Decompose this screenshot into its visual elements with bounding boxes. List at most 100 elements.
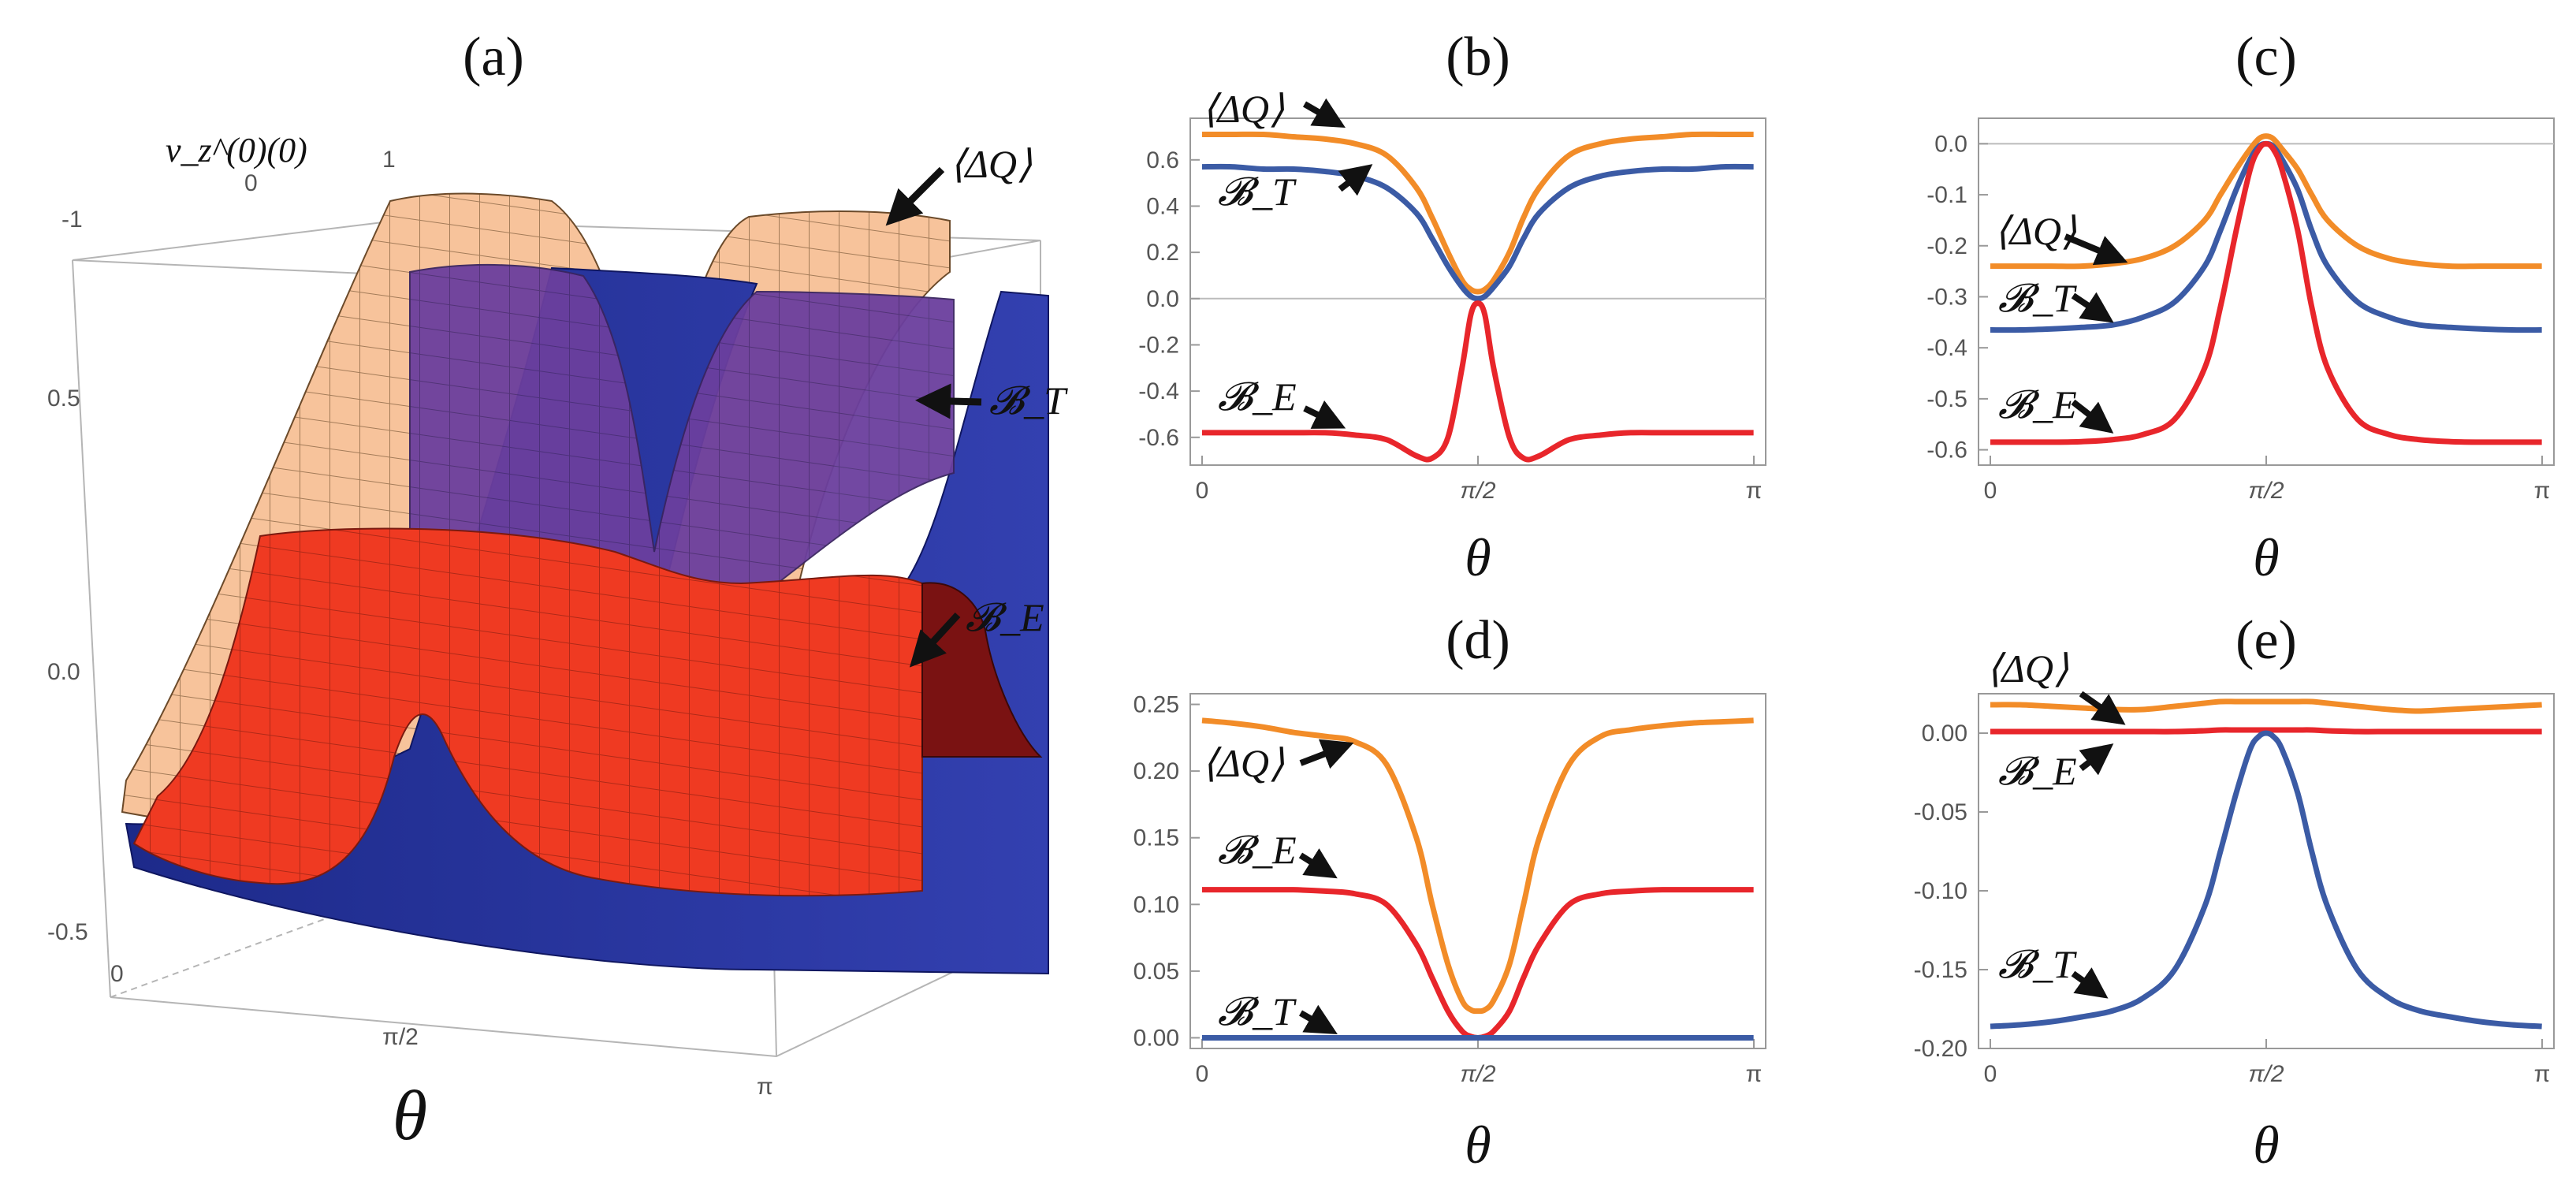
panel-e-annotation: 𝓑_T — [1998, 942, 2077, 986]
panel-e-annotation-arrow — [2079, 691, 2126, 725]
panel-e-ytick-label: -0.15 — [1914, 957, 1967, 983]
panel-c-annotation: ⟨ΔQ⟩ — [1994, 209, 2076, 253]
panel-e-xlabel: θ — [2253, 1115, 2279, 1175]
panel-a-depth-tick-1: -1 — [61, 207, 83, 233]
panel-e-title: (e) — [2235, 610, 2297, 671]
panel-c-xtick-label: π — [2534, 478, 2551, 504]
panel-e-xtick-label: π/2 — [2248, 1061, 2284, 1087]
panel-a-annot-be: 𝓑_E — [966, 595, 1044, 639]
panel-b: (b) -0.6 -0.4 -0.2 0.0 0.2 0.4 0.6 0 π/2 π θ ⟨ΔQ⟩ 𝓑_T… — [1138, 27, 1766, 587]
panel-b-xtick-label: π/2 — [1460, 478, 1495, 504]
panel-a-x-tick-3: π — [757, 1074, 773, 1100]
panel-e-annotation: ⟨ΔQ⟩ — [1986, 646, 2068, 691]
panel-c-ytick-label: -0.5 — [1926, 386, 1967, 412]
panel-d-xlabel: θ — [1465, 1115, 1491, 1175]
panel-c-annotation-arrow — [2071, 292, 2114, 323]
panel-b-annotation-arrow — [1302, 98, 1346, 128]
panel-b-annotation: ⟨ΔQ⟩ — [1202, 87, 1284, 131]
panel-e: (e) -0.20 -0.15 -0.10 -0.05 0.00 0 π/2 π θ ⟨ΔQ⟩ 𝓑_E… — [1914, 610, 2555, 1175]
panel-a-depth-label: v_z^(0)(0) — [166, 131, 307, 169]
panel-a: (a) v_z^(0)(0) -1 0 1 0.5 0.0 -0.5 0 π/2… — [47, 27, 1068, 1155]
panel-e-xtick-label: π — [2534, 1061, 2551, 1087]
panel-d-annotation-arrow — [1298, 848, 1338, 879]
panel-b-ytick-label: 0.6 — [1146, 147, 1179, 173]
panel-e-xtick-label: 0 — [1984, 1061, 1997, 1087]
panel-c-annotation: 𝓑_T — [1998, 276, 2077, 320]
panel-b-annotation: 𝓑_E — [1218, 374, 1297, 419]
panel-b-annotation-arrow — [1338, 164, 1373, 196]
panel-d: (d) 0.00 0.05 0.10 0.15 0.20 0.25 0 π/2 π θ ⟨ΔQ⟩ 𝓑_E… — [1134, 610, 1766, 1175]
panel-e-ytick-label: -0.20 — [1914, 1036, 1967, 1062]
panel-e-annotation: 𝓑_E — [1998, 749, 2077, 793]
panel-c-annotation-arrow — [2071, 399, 2114, 434]
panel-a-x-tick-2: π/2 — [382, 1024, 419, 1050]
panel-d-xtick-label: 0 — [1196, 1061, 1209, 1087]
panel-e-annotation-arrow — [2079, 743, 2114, 776]
panel-a-x-tick-1: 0 — [110, 961, 124, 987]
panel-a-arrow-bt — [915, 383, 982, 419]
panel-e-ytick-label: -0.05 — [1914, 799, 1967, 825]
panel-b-ytick-label: 0.0 — [1146, 286, 1179, 312]
panel-b-series-1 — [1201, 163, 1754, 302]
panel-b-ytick-label: 0.2 — [1146, 240, 1179, 266]
panel-d-title: (d) — [1446, 610, 1510, 671]
panel-c-annotation: 𝓑_E — [1998, 382, 2077, 426]
panel-d-ytick-label: 0.05 — [1134, 959, 1179, 985]
panel-d-annotation: 𝓑_T — [1218, 989, 1297, 1033]
panel-d-xtick-label: π/2 — [1460, 1061, 1495, 1087]
panel-c-series-2 — [1990, 140, 2542, 445]
panel-b-xlabel: θ — [1465, 527, 1491, 587]
panel-d-xtick-label: π — [1746, 1061, 1763, 1087]
surface-b-e — [132, 527, 923, 897]
panel-d-annotation-arrow — [1299, 739, 1354, 769]
panel-c-ytick-label: -0.4 — [1926, 335, 1967, 361]
panel-b-annotation-arrow — [1303, 400, 1346, 429]
panel-d-annotation-arrow — [1299, 1004, 1338, 1034]
panel-a-depth-tick-3: 1 — [382, 147, 396, 173]
panel-c-ytick-label: -0.1 — [1926, 182, 1967, 208]
panel-d-ytick-label: 0.25 — [1134, 692, 1179, 718]
panel-b-ytick-label: -0.6 — [1138, 425, 1179, 451]
panel-c-xtick-label: 0 — [1984, 478, 1997, 504]
panel-c-ytick-label: -0.2 — [1926, 233, 1967, 259]
panel-a-annot-bt: 𝓑_T — [989, 378, 1068, 423]
panel-b-ytick-label: -0.2 — [1138, 332, 1179, 358]
panel-c-ytick-label: 0.0 — [1934, 131, 1967, 157]
panel-b-xtick-label: π — [1746, 478, 1763, 504]
panel-a-xlabel: θ — [393, 1077, 427, 1155]
panel-a-title: (a) — [463, 27, 524, 88]
panel-c-ytick-label: -0.3 — [1926, 284, 1967, 310]
panel-a-annot-dq: ⟨ΔQ⟩ — [950, 142, 1032, 186]
panel-b-ytick-label: -0.4 — [1138, 378, 1179, 404]
panel-e-ytick-label: -0.10 — [1914, 878, 1967, 904]
panel-d-ytick-label: 0.15 — [1134, 825, 1179, 851]
panel-e-annotation-arrow — [2071, 967, 2109, 999]
panel-c-annotation-arrow — [2064, 233, 2128, 266]
panel-d-annotation: ⟨ΔQ⟩ — [1202, 741, 1284, 785]
panel-e-series-1 — [1990, 727, 2542, 735]
panel-a-z-tick-3: -0.5 — [47, 919, 88, 945]
panel-b-series-2 — [1201, 300, 1754, 463]
panel-a-z-tick-2: 0.0 — [47, 659, 80, 685]
panel-c-xlabel: θ — [2253, 527, 2279, 587]
panel-b-title: (b) — [1446, 27, 1510, 88]
panel-c: (c) -0.6 -0.5 -0.4 -0.3 -0.2 -0.1 0.0 0 π/2 π θ ⟨ΔQ⟩… — [1926, 27, 2555, 587]
panel-e-series-0 — [1990, 698, 2542, 714]
panel-d-ytick-label: 0.20 — [1134, 758, 1179, 784]
panel-d-ytick-label: 0.00 — [1134, 1025, 1179, 1051]
panel-d-ytick-label: 0.10 — [1134, 892, 1179, 918]
panel-b-annotation: 𝓑_T — [1218, 169, 1297, 214]
panel-d-series-0 — [1201, 717, 1754, 1015]
panel-a-z-tick-1: 0.5 — [47, 385, 80, 412]
panel-a-depth-tick-2: 0 — [244, 170, 258, 196]
panel-b-ytick-label: 0.4 — [1146, 193, 1179, 219]
panel-c-xtick-label: π/2 — [2248, 478, 2284, 504]
panel-a-arrow-be — [909, 612, 961, 668]
panel-c-title: (c) — [2235, 27, 2297, 88]
panel-c-ytick-label: -0.6 — [1926, 438, 1967, 464]
panel-d-annotation: 𝓑_E — [1218, 828, 1297, 872]
panel-b-xtick-label: 0 — [1196, 478, 1209, 504]
panel-e-series-2 — [1990, 730, 2542, 1030]
panel-a-arrow-dq — [885, 166, 945, 226]
